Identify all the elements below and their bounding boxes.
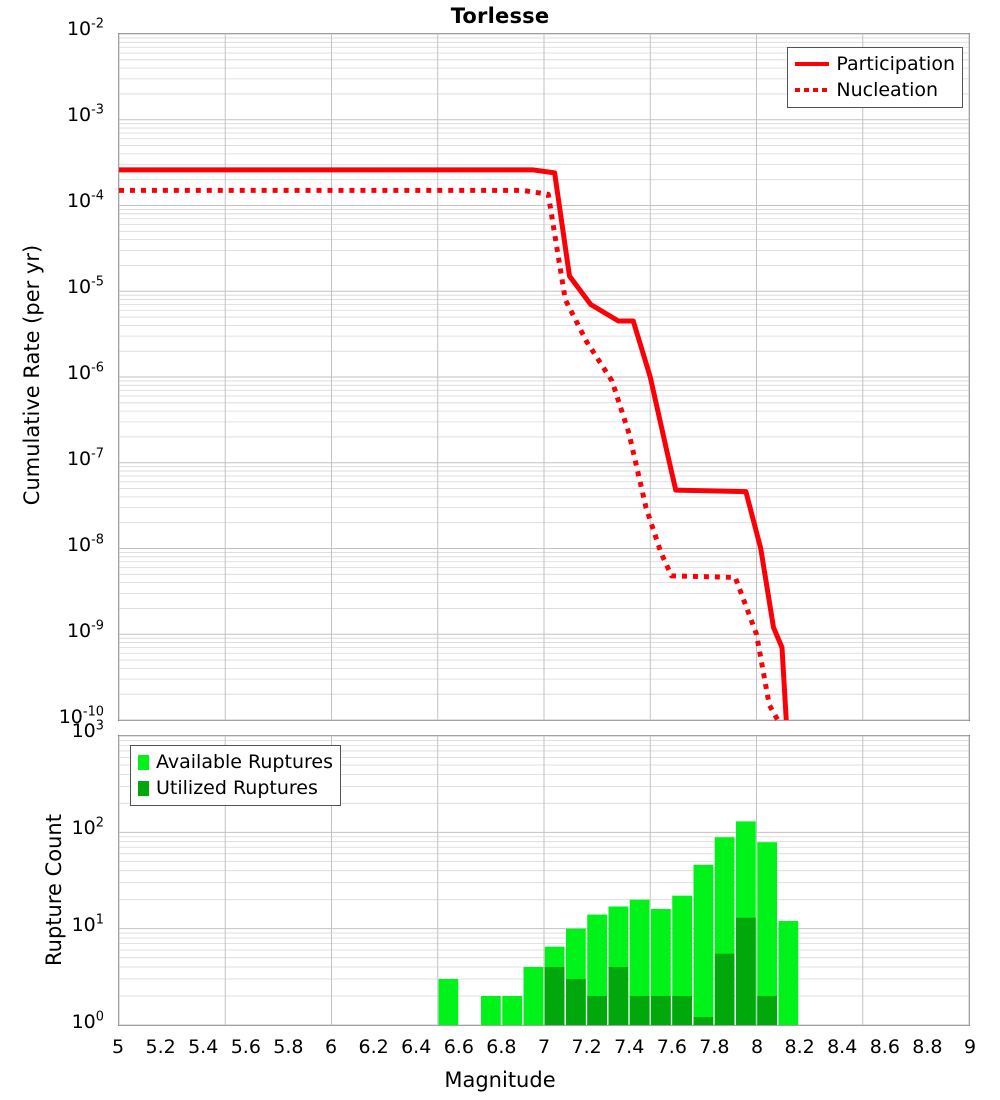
- solid-line-icon: [795, 62, 830, 66]
- xtick-label: 8.6: [869, 1036, 900, 1058]
- page-title: Torlesse: [450, 4, 550, 28]
- bar-utilized-rupture: [757, 996, 778, 1025]
- bar-available-rupture: [502, 996, 523, 1025]
- top-panel-axes: Participation Nucleation: [118, 33, 970, 723]
- bar-utilized-rupture: [544, 967, 565, 1025]
- top-panel-ytick: 10-5: [66, 274, 104, 298]
- bar-available-rupture: [757, 842, 778, 1025]
- xtick-label: 7.6: [656, 1036, 687, 1058]
- top-panel-ytick: 10-6: [66, 360, 104, 384]
- legend-item-participation: Participation: [795, 53, 955, 75]
- legend-label-available-ruptures: Available Ruptures: [156, 750, 333, 773]
- bottom-panel-ytick: 101: [71, 912, 104, 936]
- bar-utilized-rupture: [608, 967, 629, 1025]
- bar-utilized-rupture: [565, 979, 586, 1025]
- xtick-label: 7.4: [614, 1036, 645, 1058]
- top-panel-plot: [118, 33, 970, 723]
- xtick-label: 9: [963, 1036, 977, 1058]
- dotted-line-icon: [795, 88, 830, 92]
- top-panel-ytick: 10-8: [66, 532, 104, 556]
- xtick-label: 7: [537, 1036, 551, 1058]
- xtick-label: 8.4: [827, 1036, 858, 1058]
- bar-utilized-rupture: [587, 996, 608, 1025]
- xtick-label: 8: [750, 1036, 764, 1058]
- bottom-panel-ytick: 103: [71, 718, 104, 742]
- bar-utilized-rupture: [629, 996, 650, 1025]
- xtick-label: 7.8: [699, 1036, 730, 1058]
- top-panel-ytick: 10-10: [58, 704, 104, 728]
- xtick-label: 7.2: [571, 1036, 602, 1058]
- xtick-label: 6: [324, 1036, 338, 1058]
- top-panel-ytick: 10-7: [66, 446, 104, 470]
- bar-available-rupture: [778, 921, 799, 1025]
- top-panel-ytick: 10-4: [66, 188, 104, 212]
- xtick-label: 8.2: [784, 1036, 815, 1058]
- top-panel-ytick: 10-9: [66, 618, 104, 642]
- bottom-panel-ytick: 100: [71, 1009, 104, 1033]
- legend-label-participation: Participation: [836, 52, 955, 75]
- bottom-panel-ylabel: Rupture Count: [42, 814, 66, 966]
- top-panel-ytick: 10-2: [66, 16, 104, 40]
- bar-utilized-rupture: [693, 1017, 714, 1025]
- bar-available-rupture: [629, 899, 650, 1025]
- bottom-panel-axes: Available Ruptures Utilized Ruptures: [118, 735, 970, 1026]
- bar-available-rupture: [438, 979, 459, 1025]
- series-participation-line: [119, 167, 789, 721]
- xaxis-label: Magnitude: [444, 1068, 556, 1092]
- bar-utilized-rupture: [714, 953, 735, 1025]
- legend-label-nucleation: Nucleation: [836, 78, 939, 101]
- bar-utilized-rupture: [650, 996, 671, 1025]
- xtick-label: 8.8: [912, 1036, 943, 1058]
- bottom-panel-legend: Available Ruptures Utilized Ruptures: [130, 745, 341, 806]
- bars-utilized-ruptures: [544, 917, 778, 1025]
- series-nucleation-line: [119, 187, 782, 723]
- top-panel-ytick: 10-3: [66, 102, 104, 126]
- legend-item-utilized-ruptures: Utilized Ruptures: [138, 777, 333, 799]
- xtick-label: 6.8: [486, 1036, 517, 1058]
- bar-utilized-rupture: [672, 996, 693, 1025]
- bar-available-rupture: [693, 864, 714, 1025]
- available-ruptures-swatch-icon: [138, 754, 149, 770]
- legend-label-utilized-ruptures: Utilized Ruptures: [156, 776, 318, 799]
- xtick-label: 6.4: [401, 1036, 432, 1058]
- legend-item-nucleation: Nucleation: [795, 79, 955, 101]
- top-panel-legend: Participation Nucleation: [787, 47, 963, 108]
- bar-available-rupture: [672, 895, 693, 1025]
- xtick-label: 6.6: [443, 1036, 474, 1058]
- xtick-label: 6.2: [358, 1036, 389, 1058]
- legend-item-available-ruptures: Available Ruptures: [138, 751, 333, 773]
- bar-available-rupture: [480, 996, 501, 1025]
- bar-available-rupture: [523, 967, 544, 1025]
- xtick-label: 5.2: [145, 1036, 176, 1058]
- xtick-label: 5.4: [188, 1036, 219, 1058]
- utilized-ruptures-swatch-icon: [138, 780, 149, 796]
- bar-utilized-rupture: [735, 917, 756, 1025]
- bottom-panel-ytick: 102: [71, 815, 104, 839]
- xtick-label: 5.8: [273, 1036, 304, 1058]
- xtick-label: 5: [111, 1036, 125, 1058]
- bottom-panel-plot: [118, 735, 970, 1026]
- xtick-label: 5.6: [230, 1036, 261, 1058]
